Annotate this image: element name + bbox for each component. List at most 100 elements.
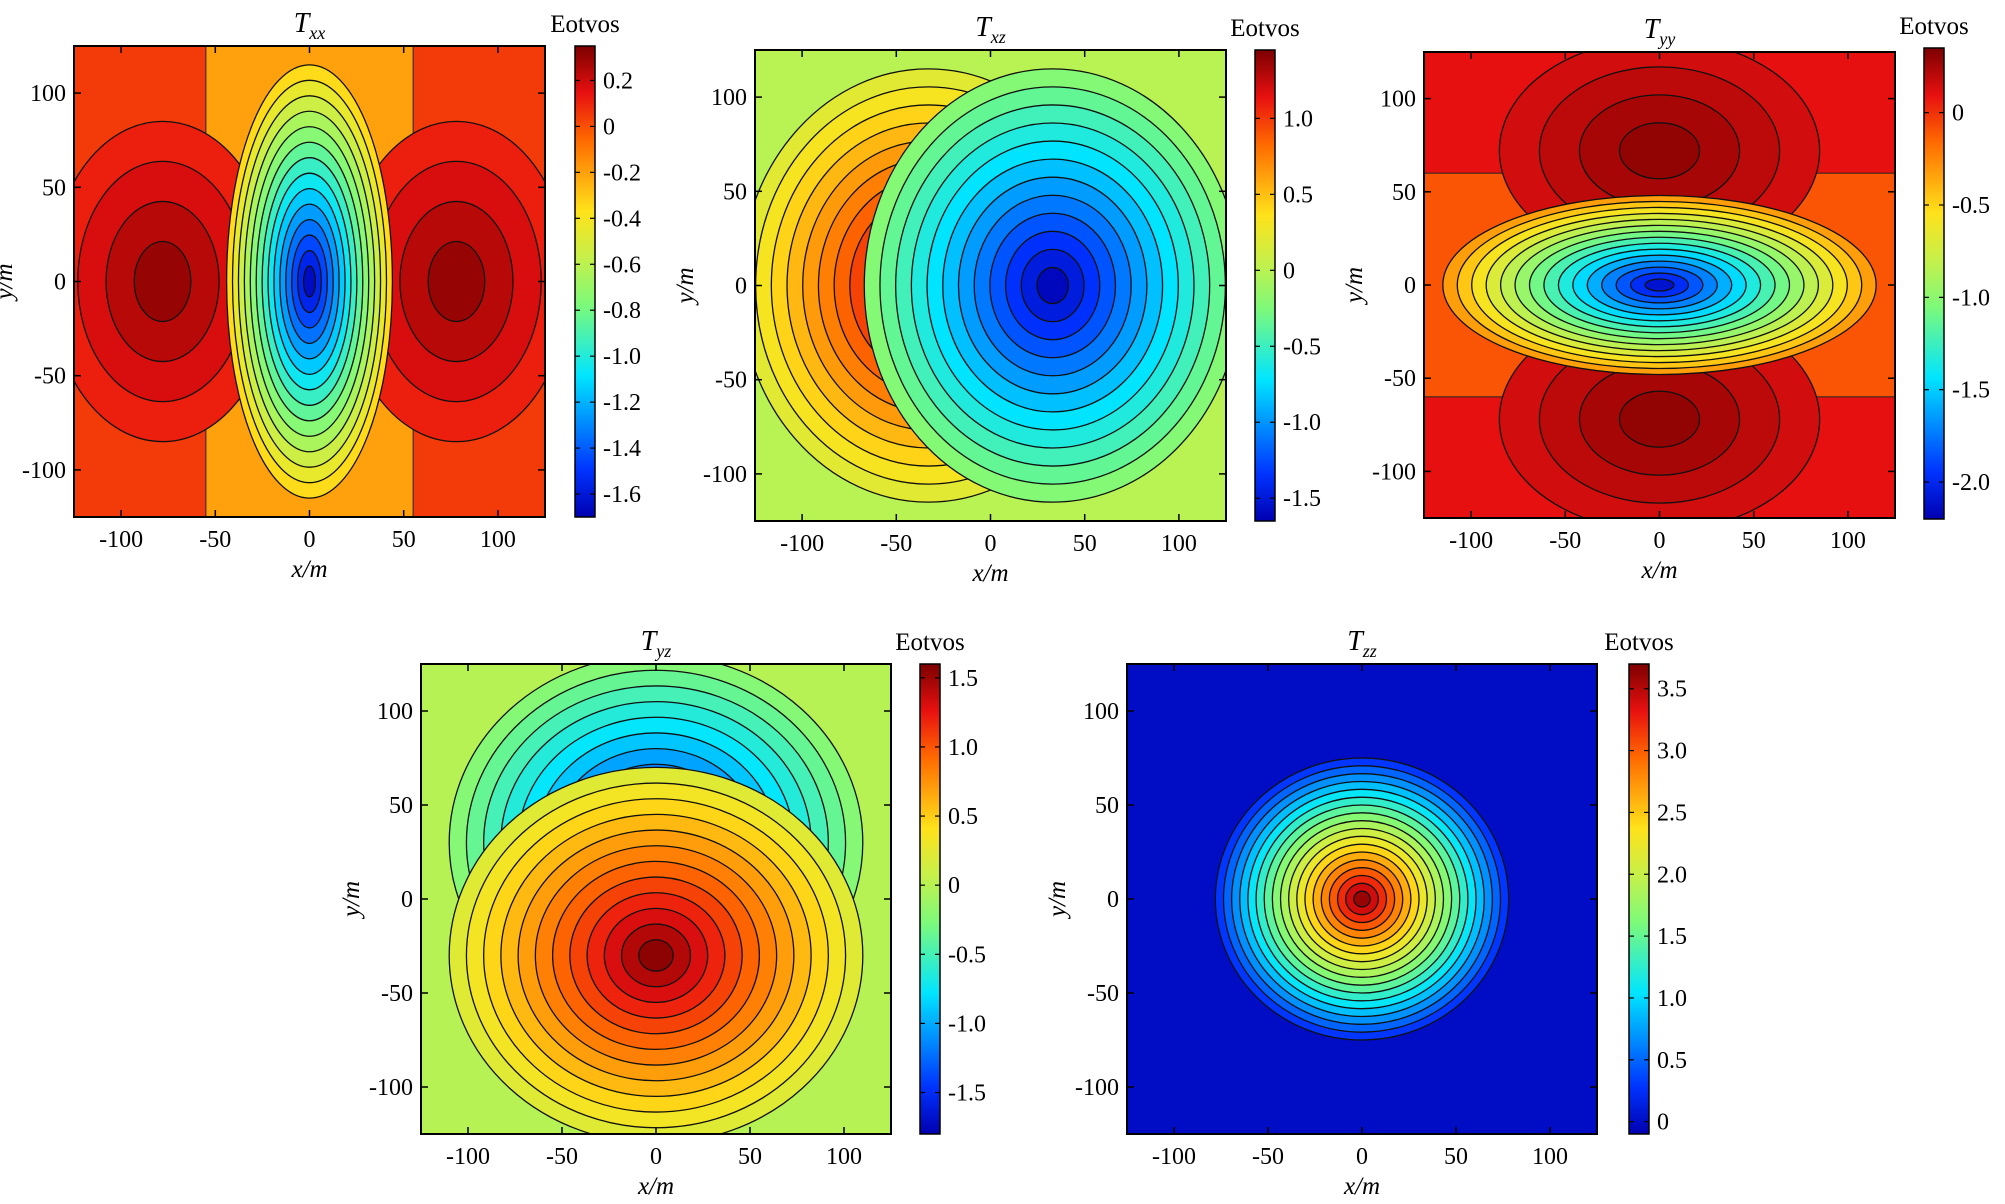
colorbar-tick-label: -1.0 <box>1952 285 1990 311</box>
y-tick-label: 100 <box>1380 87 1416 113</box>
y-axis-label: y/m <box>1044 881 1071 920</box>
colorbar-tick-label: -1.0 <box>1283 410 1321 436</box>
x-tick-label: -100 <box>1152 1144 1196 1170</box>
colorbar-tick-label: -0.5 <box>1283 334 1321 360</box>
colorbar-units-label: Eotvos <box>1230 15 1299 42</box>
colorbar <box>1254 49 1276 522</box>
y-axis-label: y/m <box>1341 267 1368 306</box>
colorbar-tick-label: -1.4 <box>603 436 641 462</box>
colorbar-tick-label: 2.0 <box>1657 862 1687 888</box>
y-tick-label: 50 <box>389 793 413 819</box>
y-tick-label: -50 <box>381 981 413 1007</box>
x-tick-label: -50 <box>880 531 912 557</box>
x-tick-label: -100 <box>446 1144 490 1170</box>
colorbar-tick-label: -0.5 <box>1952 193 1990 219</box>
x-axis-label: x/m <box>1343 1173 1380 1200</box>
y-tick-label: -100 <box>22 458 66 484</box>
x-tick-label: 50 <box>1444 1144 1468 1170</box>
colorbar-tick-label: -1.2 <box>603 390 641 416</box>
lobe-right-contour <box>427 240 486 323</box>
x-axis-label: x/m <box>637 1173 674 1200</box>
panel-Tyy: -100 -50 0 50 100 -100 -50 0 50 100 x/m y/m Tyy 0 -0.5… <box>1341 13 1990 584</box>
y-tick-label: -50 <box>1384 366 1416 392</box>
trough-contour <box>302 265 317 298</box>
panel-Txz: -100 -50 0 50 100 -100 -50 0 50 100 x/m y/m Txz 1.0 0.… <box>672 12 1321 587</box>
trough-contour <box>1644 278 1675 292</box>
x-axis-label: x/m <box>971 560 1008 587</box>
x-tick-label: 0 <box>1356 1144 1368 1170</box>
colorbar-tick-label: -1.5 <box>948 1081 986 1107</box>
colorbar-tick-label: -1.0 <box>948 1011 986 1037</box>
x-tick-label: 50 <box>1073 531 1097 557</box>
colorbar-tick-label: 0.5 <box>1657 1048 1687 1074</box>
colorbar-tick-label: 0.5 <box>948 804 978 830</box>
colorbar-tick-label: 1.0 <box>1657 986 1687 1012</box>
colorbar-tick-label: 3.5 <box>1657 677 1687 703</box>
colorbar-units-label: Eotvos <box>1604 629 1673 656</box>
y-tick-label: -100 <box>1075 1075 1119 1101</box>
x-tick-label: -50 <box>199 527 231 553</box>
field-Txx <box>74 46 545 517</box>
y-tick-label: 0 <box>54 270 66 296</box>
x-tick-label: 100 <box>826 1144 862 1170</box>
x-tick-label: 100 <box>1532 1144 1568 1170</box>
y-tick-label: 100 <box>711 85 747 111</box>
y-axis-label: y/m <box>0 263 18 302</box>
x-tick-label: -50 <box>546 1144 578 1170</box>
colorbar-tick-label: 0 <box>1952 101 1964 127</box>
field-Tzz <box>1127 664 1597 1134</box>
colorbar-tick-label: -0.2 <box>603 160 641 186</box>
x-tick-label: 100 <box>480 527 516 553</box>
colorbar-tick-label: 0 <box>1283 258 1295 284</box>
y-tick-label: -100 <box>369 1075 413 1101</box>
colorbar-tick-label: 0.5 <box>1283 182 1313 208</box>
colorbar-units-label: Eotvos <box>1899 13 1968 40</box>
y-tick-label: 0 <box>401 887 413 913</box>
x-tick-label: 100 <box>1830 528 1866 554</box>
x-tick-label: 50 <box>738 1144 762 1170</box>
field-Tyz <box>421 664 891 1134</box>
panel-Txx: -100 -50 0 50 100 -100 -50 0 50 100 x/m y/m Txx 0.2 0 -… <box>0 8 641 583</box>
colorbar <box>1923 47 1945 520</box>
x-tick-label: -50 <box>1252 1144 1284 1170</box>
y-tick-label: 100 <box>377 699 413 725</box>
colorbar-tick-label: 0 <box>1657 1110 1669 1136</box>
y-tick-label: 50 <box>1392 180 1416 206</box>
x-tick-label: -50 <box>1549 528 1581 554</box>
peak-contour <box>1353 890 1371 908</box>
y-tick-label: 50 <box>1095 793 1119 819</box>
x-tick-label: 50 <box>392 527 416 553</box>
x-tick-label: -100 <box>99 527 143 553</box>
colorbar <box>574 45 596 518</box>
x-tick-label: 100 <box>1161 531 1197 557</box>
lobe-bottom-contour <box>1618 390 1701 448</box>
y-tick-label: 0 <box>1107 887 1119 913</box>
colorbar-tick-label: -1.5 <box>1283 486 1321 512</box>
y-axis-label: y/m <box>338 881 365 920</box>
colorbar-tick-label: -0.5 <box>948 942 986 968</box>
x-tick-label: 0 <box>1654 528 1666 554</box>
lobe-top-contour <box>1618 122 1701 180</box>
y-tick-label: 0 <box>1404 273 1416 299</box>
colorbar-tick-label: 1.0 <box>1283 106 1313 132</box>
colorbar-tick-label: 0.2 <box>603 68 633 94</box>
colorbar-tick-label: -1.6 <box>603 482 641 508</box>
colorbar-tick-label: 0 <box>603 114 615 140</box>
y-tick-label: -50 <box>1087 981 1119 1007</box>
colorbar-tick-label: 1.5 <box>948 666 978 692</box>
colorbar <box>919 663 941 1135</box>
x-tick-label: 0 <box>650 1144 662 1170</box>
panel-title: Txx <box>294 8 326 43</box>
y-tick-label: -50 <box>34 364 66 390</box>
x-tick-label: 0 <box>985 531 997 557</box>
colorbar-tick-label: 3.0 <box>1657 739 1687 765</box>
field-Txz <box>755 50 1226 521</box>
colorbar-tick-label: -0.6 <box>603 252 641 278</box>
y-tick-label: 100 <box>30 81 66 107</box>
colorbar-tick-label: 1.0 <box>948 735 978 761</box>
y-tick-label: 50 <box>42 175 66 201</box>
panel-title: Tzz <box>1347 626 1377 661</box>
colorbar-tick-label: 0 <box>948 873 960 899</box>
field-Tyy <box>1424 52 1895 518</box>
